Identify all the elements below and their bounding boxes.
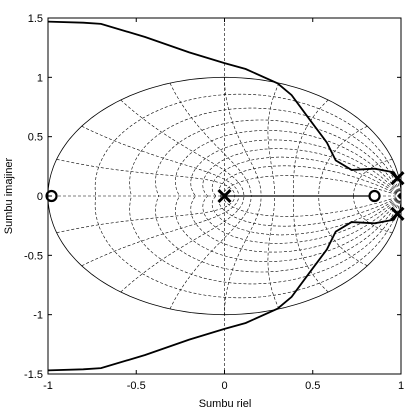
wn-grid-line — [292, 196, 329, 293]
axis-ticks: -1 -0.5 0 0.5 11.510.50-0.5-1-1.5 — [24, 13, 404, 392]
y-tick-label: -1.5 — [24, 369, 43, 381]
zeta-grid-line — [94, 195, 402, 299]
y-tick-label: 1.5 — [28, 13, 43, 25]
locus-branch-3 — [47, 20, 399, 179]
x-tick-label: 1 — [398, 380, 404, 392]
zeta-grid-line — [202, 195, 402, 244]
y-tick-label: -0.5 — [24, 250, 43, 262]
y-axis-label: Sumbu imajiner — [3, 157, 15, 234]
x-axis-label: Sumbu riel — [199, 398, 252, 410]
wn-grid-line — [292, 99, 329, 196]
wn-grid-line — [81, 195, 240, 267]
zero-marker-2 — [368, 189, 381, 203]
wn-grid-line — [81, 125, 240, 197]
pole-marker-1 — [217, 188, 232, 204]
y-tick-label: 0.5 — [28, 132, 43, 144]
x-tick-label: 0.5 — [305, 380, 320, 392]
x-tick-label: -0.5 — [127, 380, 146, 392]
pole-stroke — [217, 188, 232, 204]
wn-grid-line — [224, 77, 262, 197]
wn-grid-line — [353, 195, 393, 233]
zeta-grid-line — [190, 139, 402, 197]
zeta-grid-line — [202, 148, 402, 197]
zeta-grid-line — [190, 195, 402, 253]
wn-grid-line — [224, 195, 262, 315]
y-tick-label: -1 — [33, 310, 43, 322]
zeta-grid-line — [218, 195, 402, 227]
wn-grid-line — [318, 195, 368, 267]
zeta-grid-line — [218, 165, 402, 197]
x-tick-label: -1 — [43, 380, 53, 392]
x-tick-label: 0 — [221, 380, 227, 392]
locus-branch-4 — [47, 213, 399, 372]
wn-grid-line — [318, 125, 368, 197]
zeta-grid-line — [129, 195, 402, 285]
wn-grid-line — [56, 195, 236, 233]
locus-branches — [47, 20, 399, 372]
wn-grid-line — [169, 82, 252, 197]
zeta-grid-line — [175, 130, 402, 197]
y-tick-label: 0 — [37, 191, 43, 203]
y-tick-label: 1 — [37, 72, 43, 84]
zeta-grid-line — [175, 195, 402, 262]
wn-grid-line — [169, 195, 252, 310]
wn-grid-line — [353, 159, 393, 197]
